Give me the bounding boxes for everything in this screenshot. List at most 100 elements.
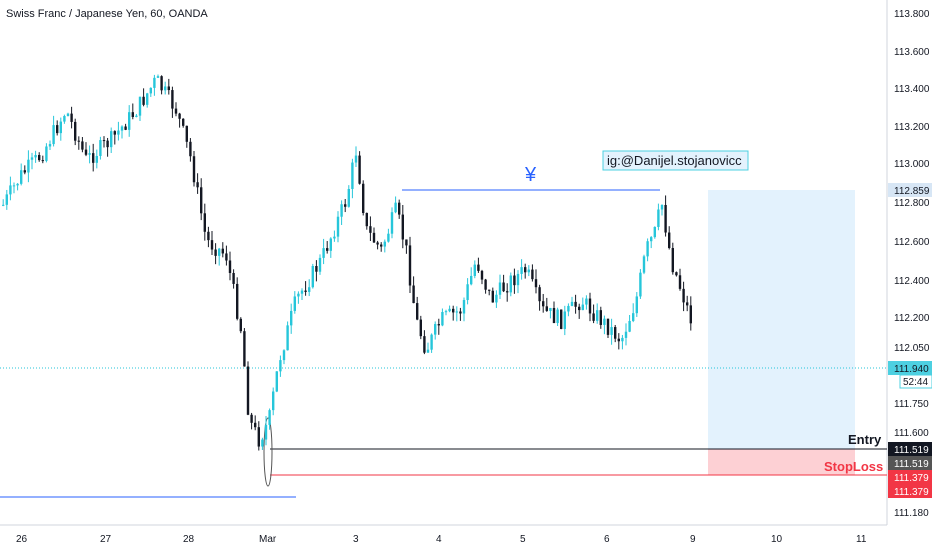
time-tick: 11	[856, 534, 867, 545]
badge-current-price-text: 111.940	[894, 364, 929, 375]
candle-body	[524, 267, 527, 273]
candle-body	[408, 245, 412, 286]
candle-body	[452, 308, 455, 313]
candle-body	[556, 309, 559, 324]
candle-body	[232, 272, 235, 284]
candle-body	[516, 273, 520, 286]
candle-body	[261, 439, 264, 447]
candle-body	[394, 202, 397, 213]
candle-body	[531, 269, 534, 280]
price-tick: 111.750	[894, 399, 929, 410]
candle-body	[444, 311, 448, 313]
badge-stop-2	[888, 484, 932, 498]
badge-countdown-text: 52:44	[903, 377, 928, 388]
candle-body	[459, 311, 462, 314]
candle-body	[142, 96, 145, 105]
candle-body	[203, 213, 206, 232]
candle-body	[30, 157, 34, 160]
candle-body	[92, 153, 95, 163]
candle-body	[113, 131, 116, 135]
candle-body	[185, 125, 188, 142]
candle-body	[617, 338, 620, 342]
candle-body	[491, 290, 494, 303]
candle-body	[387, 233, 390, 242]
candle-body	[365, 212, 368, 227]
candle-body	[218, 248, 221, 256]
candle-body	[660, 204, 664, 210]
candle-body	[160, 76, 163, 91]
candle-body	[214, 249, 217, 256]
price-tick: 113.400	[894, 84, 930, 95]
candle-body	[329, 238, 332, 251]
candle-body	[678, 275, 682, 289]
candle-body	[128, 112, 131, 130]
candle-body	[138, 96, 142, 116]
candle-body	[372, 232, 376, 243]
candle-body	[581, 304, 584, 311]
candle-body	[614, 327, 617, 339]
candle-body	[668, 232, 671, 249]
candle-body	[38, 155, 41, 161]
candle-body	[689, 305, 692, 324]
stoploss-label: StopLoss	[824, 459, 883, 474]
candle-body	[430, 334, 433, 350]
candle-body	[9, 185, 12, 195]
candle-body	[635, 296, 638, 314]
low-highlight-ellipse[interactable]	[263, 417, 273, 487]
candle-body	[16, 183, 19, 186]
candle-body	[228, 260, 232, 273]
candle-body	[308, 287, 311, 292]
candle-body	[326, 248, 329, 251]
candle-body	[603, 318, 606, 325]
candle-body	[5, 194, 8, 205]
candle-body	[279, 360, 282, 372]
time-tick: 26	[16, 534, 28, 545]
candle-body	[534, 279, 538, 288]
time-tick: 28	[183, 534, 195, 545]
candle-body	[164, 86, 167, 91]
candle-body	[344, 204, 347, 207]
candle-body	[588, 298, 592, 314]
stop-zone[interactable]	[708, 449, 855, 475]
candle-body	[509, 275, 512, 293]
candle-body	[153, 77, 156, 88]
candle-body	[182, 118, 185, 126]
candle-body	[146, 93, 149, 105]
candle-body	[437, 324, 440, 326]
candle-body	[390, 212, 394, 234]
candle-body	[574, 301, 577, 307]
candlestick-series	[2, 74, 692, 451]
candle-body	[646, 241, 649, 257]
watermark-label-box[interactable]	[602, 150, 749, 171]
target-zone[interactable]	[708, 190, 855, 449]
candle-body	[380, 244, 383, 247]
badge-resistance	[888, 183, 932, 197]
currency-symbol-label: ¥	[524, 164, 537, 186]
candle-body	[441, 312, 444, 326]
candle-body	[297, 293, 300, 297]
candle-body	[570, 301, 574, 306]
candle-body	[174, 108, 178, 114]
candle-body	[358, 155, 361, 184]
candle-body	[351, 162, 354, 189]
candle-body	[434, 324, 437, 335]
candle-body	[88, 153, 91, 155]
candle-body	[110, 131, 113, 148]
price-tick: 113.600	[894, 47, 930, 58]
price-tick: 111.180	[894, 508, 929, 519]
candle-body	[315, 265, 318, 272]
candle-body	[401, 214, 404, 240]
candle-body	[27, 159, 30, 173]
candle-body	[2, 204, 5, 206]
candle-body	[621, 337, 624, 342]
candle-body	[632, 313, 635, 321]
candle-body	[653, 226, 656, 238]
candle-body	[484, 279, 487, 290]
candle-body	[311, 265, 314, 288]
price-tick: 113.800	[894, 9, 930, 20]
candle-body	[66, 113, 70, 116]
candle-body	[264, 424, 268, 440]
candle-body	[560, 309, 563, 329]
price-tick: 112.200	[894, 313, 930, 324]
